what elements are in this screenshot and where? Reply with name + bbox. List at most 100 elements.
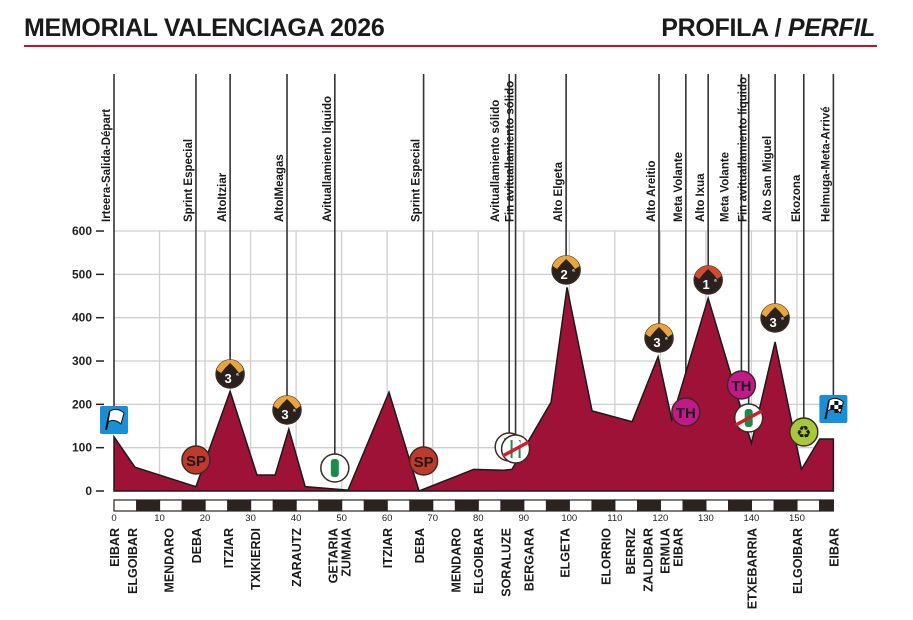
town-label: ELGETA — [559, 528, 573, 578]
th-icon: TH — [671, 397, 701, 427]
scale-bar-segment — [796, 499, 821, 512]
scale-bar-segment — [568, 499, 593, 512]
y-tick-label: 400 — [72, 311, 92, 325]
scale-bar-segment — [341, 499, 366, 512]
scale-bar-segment — [659, 499, 684, 512]
y-tick-label: 300 — [72, 354, 92, 368]
scale-bar-segment — [432, 499, 457, 512]
marker-label: Alto Ixua — [695, 173, 707, 222]
finish-flag-icon — [819, 395, 848, 423]
town-label: ITZIAR — [381, 528, 395, 568]
y-tick-label: 100 — [72, 441, 92, 455]
kom-mountain — [761, 303, 789, 317]
town-label: ELGOIBAR — [126, 528, 140, 594]
page-title: MEMORIAL VALENCIAGA 2026 — [24, 14, 385, 42]
subtitle-spanish: PERFIL — [787, 14, 875, 42]
marker-label: Ekozona — [791, 174, 803, 222]
y-tick-label: 600 — [72, 224, 92, 238]
flag-cloth — [107, 408, 125, 425]
marker-label: Sprint Especial — [183, 139, 195, 222]
scale-bar-segment — [295, 499, 320, 512]
kom-category-suffix: ª — [714, 279, 717, 286]
icon-circle — [726, 370, 757, 400]
x-tick-label: 70 — [427, 513, 438, 524]
town-label: ELGOIBAR — [791, 528, 805, 594]
marker-label: Meta Volante — [673, 152, 685, 222]
th-text: TH — [676, 405, 696, 422]
cross-out-line — [501, 440, 530, 458]
y-tick-label: 500 — [72, 267, 92, 281]
town-label: DEBA — [413, 528, 427, 563]
x-tick-label: 120 — [652, 513, 668, 524]
kom-mountain — [216, 359, 244, 373]
bottle-shape — [330, 459, 339, 477]
subtitle-basque: PROFILA / — [661, 14, 782, 42]
scale-bar-segment — [591, 499, 616, 512]
icon-circle — [789, 417, 819, 447]
scale-bar-segment — [204, 499, 229, 512]
scale-bar-segment — [318, 499, 343, 512]
marker-label: Avituallamiento líquido — [322, 96, 334, 222]
flag-check — [838, 405, 843, 409]
scale-bar-segment — [523, 499, 548, 512]
flag-check — [830, 405, 835, 409]
flag-check — [834, 409, 839, 413]
marker-label: Irteera-Salida-Départ — [101, 109, 113, 222]
kom-category-suffix: ª — [236, 373, 239, 380]
town-label: ZUMAIA — [339, 528, 353, 577]
kom-category: 2 — [560, 267, 567, 282]
town-label: BERGARA — [522, 528, 536, 591]
x-tick-label: 130 — [698, 513, 714, 524]
kom-mountain — [694, 265, 722, 279]
scale-bar-segment — [363, 499, 388, 512]
scale-bar-segment — [614, 499, 639, 512]
x-tick-label: 60 — [382, 513, 393, 524]
x-tick-label: 110 — [607, 513, 622, 524]
marker-label: Alto San Miguel — [762, 136, 774, 222]
kom-category: 3 — [224, 371, 231, 386]
marker-label: Sprint Especial — [411, 139, 423, 222]
fork-shape — [510, 440, 513, 458]
marker-label: Fin avituallamiento sólido — [505, 81, 517, 222]
town-label: ZALDIBAR — [641, 528, 655, 592]
page-subtitle: PROFILA / PERFIL — [661, 14, 875, 43]
scale-bar-segment — [545, 499, 570, 512]
marker-label: Meta Volante — [719, 152, 731, 222]
scale-bar-segment — [454, 499, 479, 512]
eco-icon: ♻ — [789, 417, 819, 447]
y-tick-label: 200 — [72, 397, 92, 411]
scale-bar-segment — [773, 499, 798, 512]
marker-label: Alto Elgeta — [553, 161, 565, 222]
scale-bar-segment — [136, 499, 161, 512]
marker-label: Fin avituallamiento líquido — [738, 77, 750, 222]
kom-category-suffix: ª — [665, 337, 668, 344]
town-label: MENDARO — [449, 528, 463, 593]
feed-solid-end-icon — [500, 434, 531, 464]
x-tick-label: 30 — [245, 513, 256, 524]
x-tick-label: 140 — [743, 513, 759, 524]
recycle-glyph: ♻ — [796, 423, 811, 442]
town-label: EIBAR — [671, 528, 685, 567]
town-label: ETXEBARRIA — [745, 528, 759, 609]
kom-category-suffix: ª — [293, 409, 296, 416]
town-label: BERRIZ — [624, 528, 638, 575]
scale-bar-segment — [728, 499, 753, 512]
th-icon: TH — [726, 370, 757, 400]
scale-bar-segment — [636, 499, 661, 512]
town-label: ELGOIBAR — [472, 528, 486, 594]
town-label: ITZIAR — [222, 528, 236, 568]
feed-liquid-end-icon — [733, 403, 764, 433]
cross-out-line — [734, 409, 763, 427]
x-tick-label: 40 — [291, 513, 302, 524]
th-text: TH — [731, 378, 751, 395]
town-label: ELORRIO — [600, 528, 614, 585]
scale-bar-segment — [477, 499, 502, 512]
title-rule — [24, 45, 877, 47]
scale-bar-segment — [181, 499, 206, 512]
kom-category-suffix: ª — [572, 269, 575, 276]
scale-bar-segment — [750, 499, 775, 512]
scale-bar-segment — [227, 499, 252, 512]
